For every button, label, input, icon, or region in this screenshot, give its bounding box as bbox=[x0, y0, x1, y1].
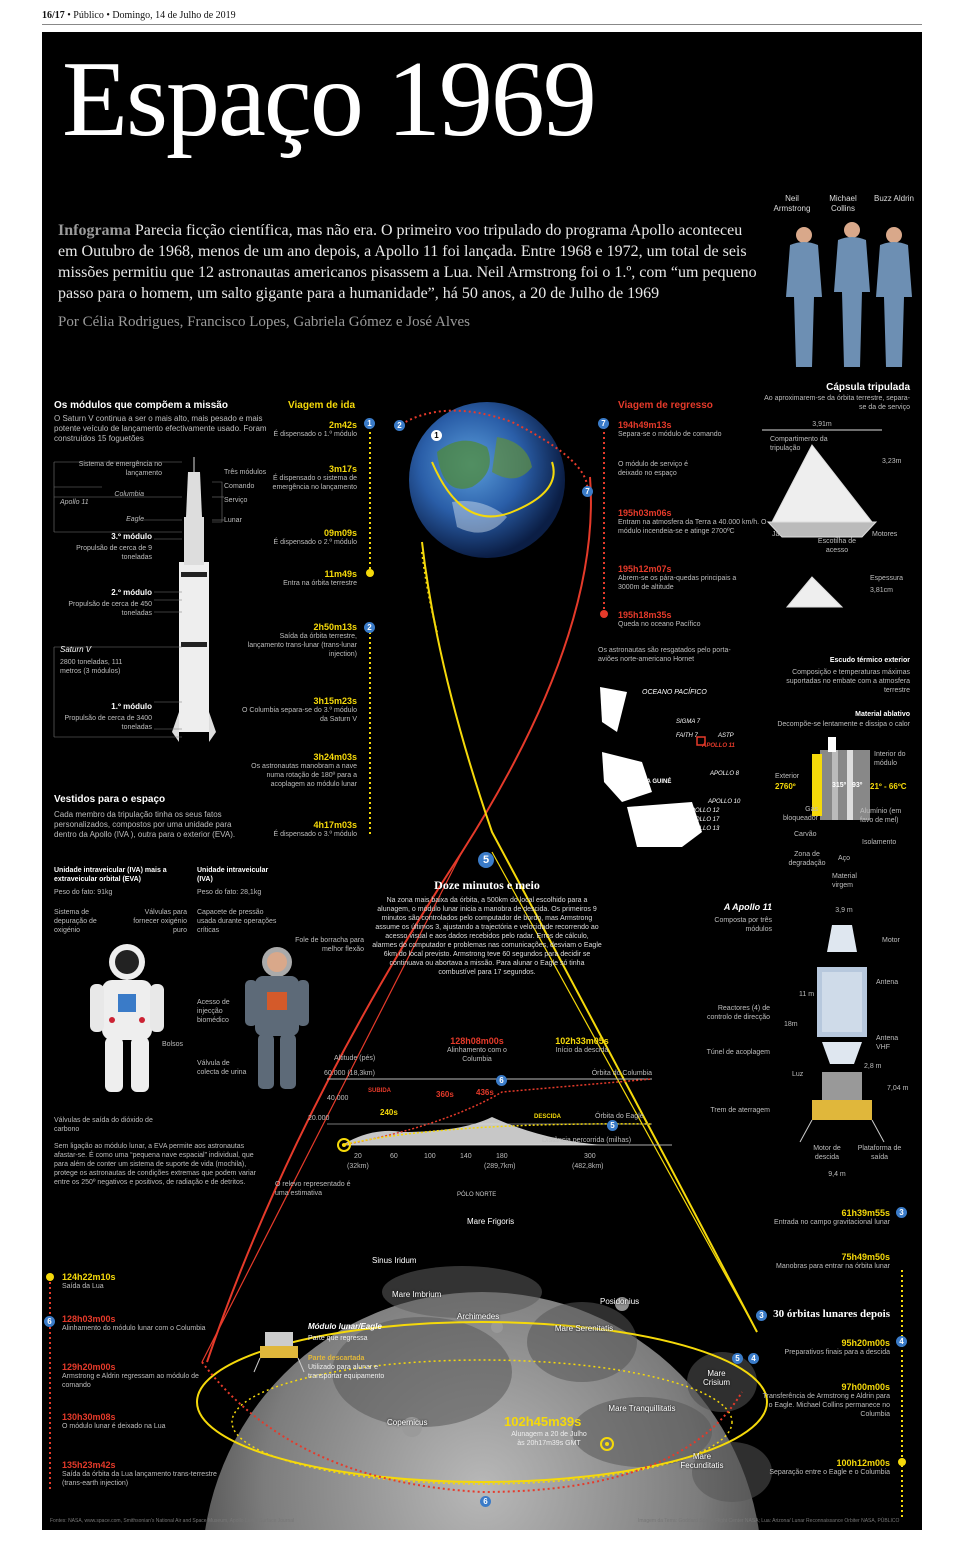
regresso-title: Viagem de regresso bbox=[618, 400, 713, 411]
infographic-drawing bbox=[46, 222, 912, 1530]
doze-desc: Na zona mais baixa da órbita, a 500km do… bbox=[372, 897, 602, 976]
intro-text: Infograma Parecia ficção científica, mas… bbox=[58, 222, 757, 302]
ida-event-4: 11m49s Entra na órbita terrestre bbox=[283, 569, 357, 587]
return-event-3: 129h20m00s Armstrong e Aldrin regressam a… bbox=[62, 1362, 199, 1389]
modules-desc: O Saturn V continua a ser o mais alto, m… bbox=[54, 414, 267, 443]
step-badge-5-chart: 5 bbox=[607, 1120, 618, 1131]
step-badge-4-right: 4 bbox=[896, 1336, 907, 1347]
step-badge-3-right: 3 bbox=[896, 1207, 907, 1218]
step-badge-6-left: 6 bbox=[44, 1316, 55, 1327]
step-badge-7: 7 bbox=[598, 418, 609, 429]
apollo-11-drawing bbox=[799, 925, 885, 1143]
ida-event-8: 4h17m03s É dispensado o 3.º módulo bbox=[273, 820, 357, 838]
regresso-event-3: 195h03m06s Entram na atmosfera da Terra a… bbox=[618, 508, 767, 535]
step-badge-2: 2 bbox=[394, 420, 405, 431]
outbound-trajectory bbox=[421, 541, 758, 1333]
orbit-title: 30 órbitas lunares depois bbox=[773, 1308, 890, 1320]
capsule-drawing bbox=[762, 429, 882, 608]
regresso-event-2: O módulo de serviço é deixado no espaço bbox=[618, 461, 689, 477]
regresso-event-4: 195h12m07s Abrem-se os pára-quedas princi… bbox=[618, 564, 737, 591]
ida-event-1: 2m42s É dispensado o 1.º módulo bbox=[273, 420, 357, 438]
infographic-panel: 1 2 1 2 7 7 5 6 5 6 3 5 4 6 3 4 Espaço 1… bbox=[42, 32, 922, 1530]
return-event-5: 135h23m42s Saída da órbita da Lua lançame… bbox=[62, 1460, 217, 1487]
suits-title: Vestidos para o espaço bbox=[54, 794, 166, 805]
step-badge-5-moon: 5 bbox=[732, 1353, 743, 1364]
moon-globe bbox=[205, 1266, 772, 1530]
orbit-event-1: 61h39m55s Entrada no campo gravitacional … bbox=[774, 1208, 890, 1226]
lunar-module-icon bbox=[253, 1332, 305, 1373]
step-badge-1-earth: 1 bbox=[431, 430, 442, 441]
regresso-event-5: 195h18m35s Queda no oceano Pacífico bbox=[618, 610, 701, 628]
orbit-event-3: 95h20m00s Preparativos finais para a desc… bbox=[784, 1338, 890, 1356]
step-badge-1: 1 bbox=[364, 418, 375, 429]
step-badge-6-moon: 6 bbox=[480, 1496, 491, 1507]
astronauts-figures bbox=[786, 222, 912, 367]
iva-suit bbox=[245, 947, 309, 1089]
heat-shield-drawing bbox=[812, 737, 870, 820]
ida-event-2: 3m17s É dispensado o sistema de emergênci… bbox=[272, 464, 357, 491]
saturn-v-rocket bbox=[172, 457, 216, 742]
byline: Por Célia Rodrigues, Francisco Lopes, Ga… bbox=[58, 314, 470, 330]
capsule-title: Cápsula tripulada bbox=[826, 382, 910, 393]
descent-chart bbox=[327, 1078, 672, 1152]
orbit-event-4: 97h00m00s Transferência de Armstrong e Al… bbox=[762, 1382, 890, 1418]
step-badge-5: 5 bbox=[478, 852, 494, 868]
return-event-2: 128h03m00s Alinhamento do módulo lunar co… bbox=[62, 1314, 206, 1332]
ida-event-3: 09m09s É dispensado o 2.º módulo bbox=[273, 528, 357, 546]
doze-title: Doze minutos e meio bbox=[434, 878, 540, 892]
ida-title: Viagem de ida bbox=[288, 400, 356, 411]
astronaut-names: Neil Armstrong Michael Collins Buzz Aldr… bbox=[773, 194, 915, 213]
step-badge-3-moon: 3 bbox=[756, 1310, 767, 1321]
page-title: Espaço 1969 bbox=[62, 40, 597, 159]
regresso-event-1: 194h49m13s Separa-se o módulo de comando bbox=[618, 420, 722, 438]
orbit-event-5: 100h12m00s Separação entre o Eagle e o Co… bbox=[769, 1458, 890, 1476]
pacific-map bbox=[600, 687, 706, 847]
return-trajectory bbox=[206, 476, 592, 1363]
orbit-event-2: 75h49m50s Manobras para entrar na órbita … bbox=[775, 1252, 890, 1270]
ida-event-7: 3h24m03s Os astronautas manobram a nave n… bbox=[251, 752, 357, 788]
ida-event-6: 3h15m23s O Columbia separa-se do 3.º módu… bbox=[242, 696, 358, 723]
step-badge-6-chart: 6 bbox=[496, 1075, 507, 1086]
sources-left: Fontes: NASA, www.space.com, Smithsonian… bbox=[50, 1518, 295, 1524]
earth-globe bbox=[409, 402, 565, 558]
apollo-title: A Apollo 11 bbox=[723, 902, 772, 912]
landing-time: 102h45m39s bbox=[504, 1414, 582, 1429]
ida-event-5: 2h50m13s Saída da órbita terrestre, lança… bbox=[247, 622, 357, 658]
step-badge-2-tli: 2 bbox=[364, 622, 375, 633]
step-badge-4-moon: 4 bbox=[748, 1353, 759, 1364]
modules-title: Os módulos que compõem a missão bbox=[54, 400, 228, 411]
page-number: 16/17 bbox=[42, 10, 65, 21]
shield-title: Escudo térmico exterior bbox=[829, 657, 910, 664]
step-badge-7-earth: 7 bbox=[582, 486, 593, 497]
sources-right: Imagem da Terra: Goddard Space Flight Ce… bbox=[638, 1518, 900, 1524]
return-event-4: 130h30m08s O módulo lunar é deixado na Lu… bbox=[62, 1412, 166, 1430]
page-date: • Público • Domingo, 14 de Julho de 2019 bbox=[64, 10, 236, 21]
eva-suit bbox=[90, 944, 164, 1092]
page-header: 16/17 • Público • Domingo, 14 de Julho d… bbox=[42, 10, 922, 25]
return-event-1: 124h22m10s Saída da Lua bbox=[62, 1272, 116, 1290]
